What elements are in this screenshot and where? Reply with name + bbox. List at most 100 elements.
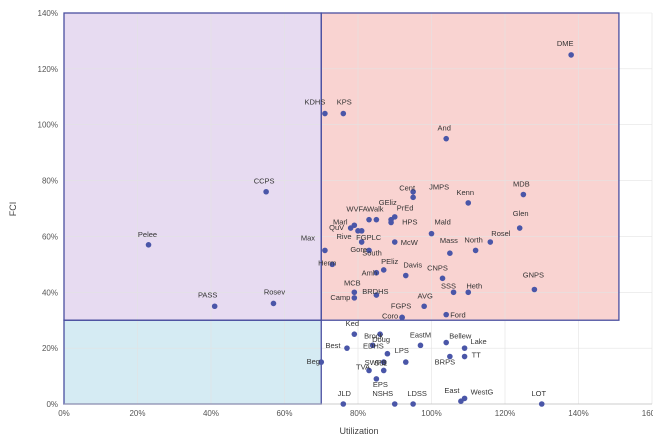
data-point xyxy=(329,261,336,268)
data-point xyxy=(351,289,358,296)
point-label: LOT xyxy=(531,389,546,398)
data-point xyxy=(211,303,218,310)
x-tick-label: 140% xyxy=(568,409,588,418)
point-label: Rosev xyxy=(264,287,286,296)
data-point xyxy=(366,367,372,374)
data-point xyxy=(351,331,358,337)
data-point xyxy=(402,359,409,365)
data-point xyxy=(417,342,424,349)
point-label: Max xyxy=(301,233,315,242)
x-tick-label: 160% xyxy=(642,409,653,418)
data-point xyxy=(347,225,354,231)
point-label: Gore xyxy=(350,245,367,254)
point-label: And xyxy=(438,124,451,133)
data-point xyxy=(421,303,427,310)
point-label: MDB xyxy=(513,180,530,189)
point-label: Beg xyxy=(307,357,320,366)
quadrant-low-fci-low-util xyxy=(64,320,322,404)
point-label: QuV xyxy=(329,223,344,232)
quadrant-high-fci-high-util xyxy=(321,13,619,321)
point-label: JMPS xyxy=(429,182,449,191)
point-label: McW xyxy=(401,238,419,247)
point-label: Glen xyxy=(513,209,529,218)
point-label: AVG xyxy=(418,291,433,300)
point-label: Heth xyxy=(466,281,482,290)
data-point xyxy=(366,247,372,254)
y-tick-label: 40% xyxy=(42,288,58,297)
point-label: Rive xyxy=(336,232,351,241)
point-label: North xyxy=(464,235,482,244)
point-label: PASS xyxy=(198,290,217,299)
point-label: Pelee xyxy=(138,230,157,239)
point-label: JLD xyxy=(338,389,352,398)
data-point xyxy=(531,286,538,293)
point-label: PrEd xyxy=(397,204,414,213)
data-point xyxy=(399,314,405,321)
data-point xyxy=(344,345,350,351)
point-label: FGPS xyxy=(391,301,411,310)
quadrant-high-fci-low-util xyxy=(64,13,322,321)
data-point xyxy=(516,225,523,231)
data-point xyxy=(373,376,380,382)
point-label: South xyxy=(362,248,382,257)
data-point xyxy=(568,52,574,58)
data-point xyxy=(340,110,347,117)
data-point xyxy=(538,401,545,407)
point-label: Doug xyxy=(372,335,390,344)
point-label: NSHS xyxy=(372,389,393,398)
point-label: GNPS xyxy=(523,270,544,279)
point-label: Herm xyxy=(318,258,336,267)
point-label: BRDHS xyxy=(362,287,388,296)
data-point xyxy=(443,339,450,346)
data-point xyxy=(443,311,450,318)
data-point xyxy=(322,110,328,117)
x-tick-label: 40% xyxy=(203,409,219,418)
point-label: FGPLC xyxy=(356,233,382,242)
data-point xyxy=(391,239,398,245)
point-label: HPS xyxy=(402,217,417,226)
data-point xyxy=(410,188,416,195)
data-point xyxy=(443,135,450,142)
data-point xyxy=(472,247,479,254)
point-label: Cent xyxy=(399,184,416,193)
data-point xyxy=(270,300,277,307)
x-tick-label: 20% xyxy=(129,409,145,418)
point-label: EPS xyxy=(373,380,388,389)
data-point xyxy=(447,250,453,256)
data-point xyxy=(366,216,372,223)
x-tick-label: 80% xyxy=(350,409,366,418)
data-point xyxy=(410,194,416,201)
y-tick-label: 80% xyxy=(42,177,58,186)
data-point xyxy=(461,395,468,402)
y-tick-label: 140% xyxy=(38,9,58,18)
data-point xyxy=(402,272,409,279)
point-label: Suz xyxy=(374,358,387,367)
data-point xyxy=(340,401,347,407)
x-tick-label: 120% xyxy=(495,409,515,418)
point-label: WVFA xyxy=(346,205,367,214)
data-point xyxy=(520,191,527,198)
point-label: Ked xyxy=(346,319,359,328)
data-point xyxy=(465,289,472,296)
point-label: Kenn xyxy=(456,188,474,197)
data-point xyxy=(358,228,365,234)
point-label: CCPS xyxy=(254,177,275,186)
point-label: MCB xyxy=(344,278,361,287)
quadrant-border-red xyxy=(320,12,620,321)
point-label: Brock xyxy=(364,331,383,340)
point-label: Ford xyxy=(450,311,465,320)
y-tick-label: 60% xyxy=(42,232,58,241)
data-point xyxy=(461,353,468,360)
point-label: WestG xyxy=(471,387,494,396)
data-point xyxy=(377,331,383,337)
point-label: KPS xyxy=(337,98,352,107)
point-label: Mald xyxy=(435,218,451,227)
data-point xyxy=(384,350,391,357)
point-label: LPS xyxy=(395,346,409,355)
data-point xyxy=(465,200,472,206)
point-label: BRPS xyxy=(435,358,455,367)
data-point xyxy=(145,242,152,248)
point-label: Rosel xyxy=(491,229,511,238)
data-point xyxy=(373,216,380,223)
